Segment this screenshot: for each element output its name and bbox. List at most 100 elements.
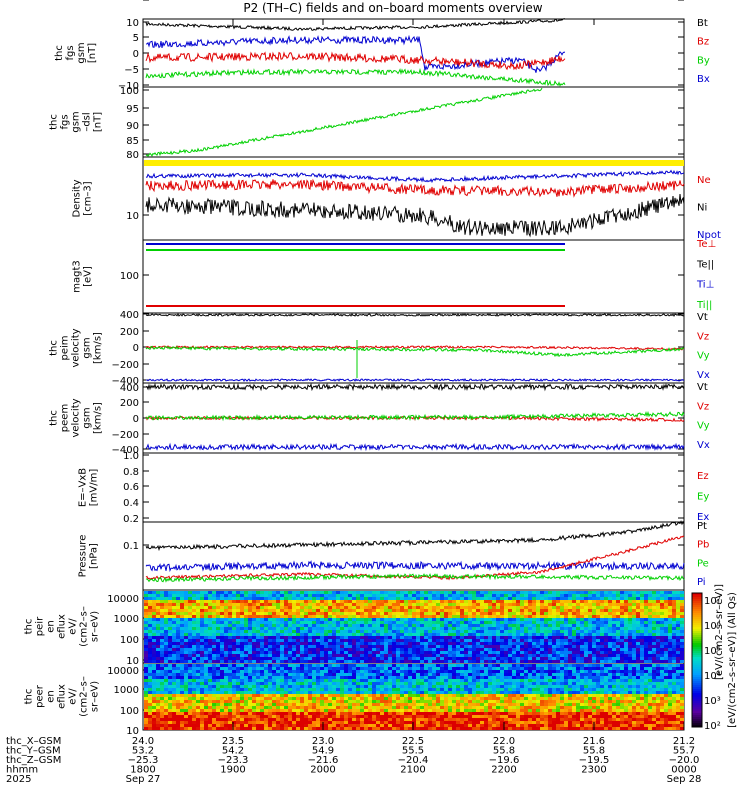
spectrogram-cell bbox=[356, 636, 360, 639]
spectrogram-cell bbox=[416, 691, 420, 694]
spectrogram-cell bbox=[648, 673, 652, 676]
spectrogram-cell bbox=[424, 597, 428, 600]
spectrogram-cell bbox=[676, 606, 680, 609]
spectrogram-cell bbox=[468, 621, 472, 624]
spectrogram-cell bbox=[532, 621, 536, 624]
spectrogram-cell bbox=[320, 667, 324, 670]
spectrogram-cell bbox=[364, 676, 368, 679]
spectrogram-cell bbox=[196, 645, 200, 648]
spectrogram-cell bbox=[180, 676, 184, 679]
spectrogram-cell bbox=[592, 636, 596, 639]
y-label-line: [eV] bbox=[82, 266, 93, 287]
spectrogram-cell bbox=[356, 609, 360, 612]
spectrogram-cell bbox=[520, 618, 524, 621]
spectrogram-cell bbox=[148, 636, 152, 639]
spectrogram-cell bbox=[448, 594, 452, 597]
spectrogram-cell bbox=[320, 594, 324, 597]
spectrogram-cell bbox=[620, 624, 624, 627]
spectrogram-cell bbox=[536, 648, 540, 651]
spectrogram-cell bbox=[228, 657, 232, 660]
spectrogram-cell bbox=[144, 603, 148, 606]
spectrogram-cell bbox=[332, 621, 336, 624]
spectrogram-cell bbox=[368, 591, 372, 594]
spectrogram-cell bbox=[260, 642, 264, 645]
spectrogram-cell bbox=[584, 621, 588, 624]
spectrogram-cell bbox=[572, 657, 576, 660]
spectrogram-cell bbox=[644, 679, 648, 682]
spectrogram-cell bbox=[464, 673, 468, 676]
spectrogram-cell bbox=[228, 609, 232, 612]
spectrogram-cell bbox=[148, 670, 152, 673]
spectrogram-cell bbox=[336, 591, 340, 594]
spectrogram-cell bbox=[392, 685, 396, 688]
spectrogram-cell bbox=[644, 685, 648, 688]
spectrogram-cell bbox=[416, 612, 420, 615]
spectrogram-cell bbox=[180, 615, 184, 618]
spectrogram-cell bbox=[680, 591, 684, 594]
spectrogram-cell bbox=[440, 691, 444, 694]
spectrogram-cell bbox=[228, 591, 232, 594]
spectrogram-cell bbox=[680, 642, 684, 645]
spectrogram-cell bbox=[460, 618, 464, 621]
spectrogram-cell bbox=[404, 600, 408, 603]
spectrogram-cell bbox=[244, 676, 248, 679]
spectrogram-cell bbox=[636, 609, 640, 612]
panel-efield: E=–VxB[mV/m]1.00.80.60.40.20.0EzEyEx bbox=[77, 0, 709, 525]
panel-frame bbox=[142, 86, 685, 158]
spectrogram-cell bbox=[196, 591, 200, 594]
spectrogram-cell bbox=[576, 660, 580, 663]
spectrogram-cell bbox=[412, 591, 416, 594]
spectrogram-cell bbox=[320, 651, 324, 654]
spectrogram-cell bbox=[164, 645, 168, 648]
spectrogram-cell bbox=[452, 688, 456, 691]
spectrogram-cell bbox=[380, 636, 384, 639]
spectrogram-cell bbox=[360, 633, 364, 636]
spectrogram-cell bbox=[660, 639, 664, 642]
spectrogram-cell bbox=[404, 615, 408, 618]
spectrogram-cell bbox=[200, 603, 204, 606]
spectrogram-cell bbox=[216, 618, 220, 621]
spectrogram-cell bbox=[548, 621, 552, 624]
spectrogram-cell bbox=[236, 606, 240, 609]
spectrogram-cell bbox=[144, 639, 148, 642]
spectrogram-cell bbox=[668, 657, 672, 660]
spectrogram-cell bbox=[168, 679, 172, 682]
spectrogram-cell bbox=[464, 685, 468, 688]
spectrogram-cell bbox=[464, 660, 468, 663]
spectrogram-cell bbox=[240, 679, 244, 682]
spectrogram-cell bbox=[608, 691, 612, 694]
spectrogram-cell bbox=[168, 621, 172, 624]
spectrogram-cell bbox=[472, 688, 476, 691]
spectrogram-cell bbox=[544, 676, 548, 679]
y-label-line: [km/s] bbox=[93, 402, 104, 434]
y-tick-label: 400 bbox=[120, 310, 139, 321]
spectrogram-cell bbox=[624, 633, 628, 636]
spectrogram-cell bbox=[588, 618, 592, 621]
spectrogram-cell bbox=[476, 600, 480, 603]
spectrogram-cell bbox=[172, 600, 176, 603]
spectrogram-cell bbox=[348, 676, 352, 679]
spectrogram-cell bbox=[468, 694, 472, 697]
spectrogram-cell bbox=[452, 642, 456, 645]
spectrogram-cell bbox=[504, 676, 508, 679]
spectrogram-cell bbox=[620, 673, 624, 676]
spectrogram-cell bbox=[256, 682, 260, 685]
spectrogram-cell bbox=[284, 685, 288, 688]
spectrogram-cell bbox=[192, 621, 196, 624]
spectrogram-cell bbox=[372, 688, 376, 691]
spectrogram-cell bbox=[396, 603, 400, 606]
spectrogram-cell bbox=[504, 618, 508, 621]
spectrogram-cell bbox=[476, 636, 480, 639]
spectrogram-cell bbox=[512, 633, 516, 636]
spectrogram-cell bbox=[360, 624, 364, 627]
spectrogram-cell bbox=[680, 594, 684, 597]
spectrogram-cell bbox=[536, 645, 540, 648]
spectrogram-cell bbox=[416, 667, 420, 670]
spectrogram-cell bbox=[320, 660, 324, 663]
spectrogram-cell bbox=[172, 591, 176, 594]
spectrogram-cell bbox=[396, 691, 400, 694]
spectrogram-cell bbox=[204, 630, 208, 633]
spectrogram-cell bbox=[248, 627, 252, 630]
spectrogram-cell bbox=[600, 609, 604, 612]
spectrogram-cell bbox=[668, 612, 672, 615]
